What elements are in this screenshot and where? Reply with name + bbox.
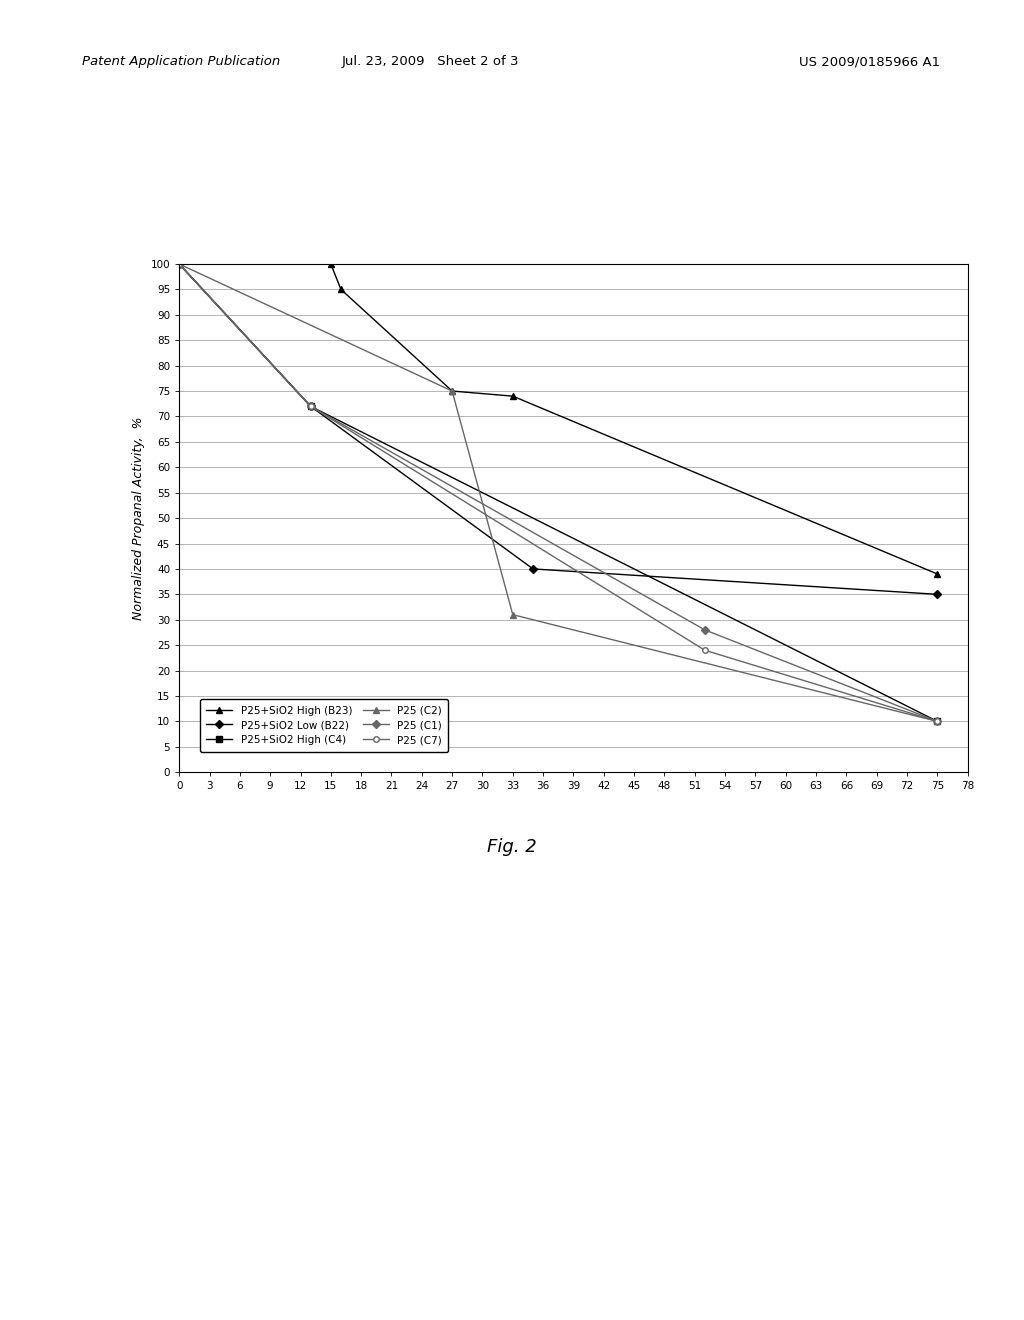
P25+SiO2 High (B23) [446, 383, 459, 399]
P25 (C1) [173, 256, 185, 272]
Line: P25 (C2): P25 (C2) [176, 261, 940, 725]
P25+SiO2 High (B23) [325, 256, 337, 272]
Line: P25+SiO2 High (B23): P25+SiO2 High (B23) [176, 260, 941, 577]
Line: P25 (C1): P25 (C1) [176, 261, 940, 725]
P25+SiO2 High (C4) [931, 713, 943, 729]
P25 (C2) [507, 607, 519, 623]
Text: Patent Application Publication: Patent Application Publication [82, 55, 281, 69]
P25+SiO2 High (C4) [173, 256, 185, 272]
P25 (C7) [304, 399, 316, 414]
P25+SiO2 Low (B22) [304, 399, 316, 414]
Y-axis label: Normalized Propanal Activity,  %: Normalized Propanal Activity, % [132, 416, 145, 620]
P25+SiO2 Low (B22) [527, 561, 540, 577]
P25 (C7) [698, 643, 711, 659]
Line: P25+SiO2 High (C4): P25+SiO2 High (C4) [176, 261, 940, 725]
P25 (C2) [931, 713, 943, 729]
Text: Fig. 2: Fig. 2 [487, 838, 537, 857]
P25+SiO2 High (B23) [931, 566, 943, 582]
P25 (C2) [173, 256, 185, 272]
P25 (C7) [931, 713, 943, 729]
P25+SiO2 High (B23) [335, 281, 347, 297]
Legend: P25+SiO2 High (B23), P25+SiO2 Low (B22), P25+SiO2 High (C4), P25 (C2), P25 (C1),: P25+SiO2 High (B23), P25+SiO2 Low (B22),… [200, 700, 449, 752]
P25 (C1) [931, 713, 943, 729]
Text: US 2009/0185966 A1: US 2009/0185966 A1 [799, 55, 940, 69]
Text: Jul. 23, 2009   Sheet 2 of 3: Jul. 23, 2009 Sheet 2 of 3 [341, 55, 519, 69]
Line: P25+SiO2 Low (B22): P25+SiO2 Low (B22) [176, 261, 940, 597]
P25+SiO2 Low (B22) [173, 256, 185, 272]
P25+SiO2 High (C4) [304, 399, 316, 414]
P25 (C7) [173, 256, 185, 272]
P25+SiO2 High (B23) [173, 256, 185, 272]
P25 (C1) [304, 399, 316, 414]
P25 (C1) [698, 622, 711, 638]
Line: P25 (C7): P25 (C7) [176, 261, 940, 725]
P25+SiO2 High (B23) [507, 388, 519, 404]
P25 (C2) [446, 383, 459, 399]
P25+SiO2 Low (B22) [931, 586, 943, 602]
